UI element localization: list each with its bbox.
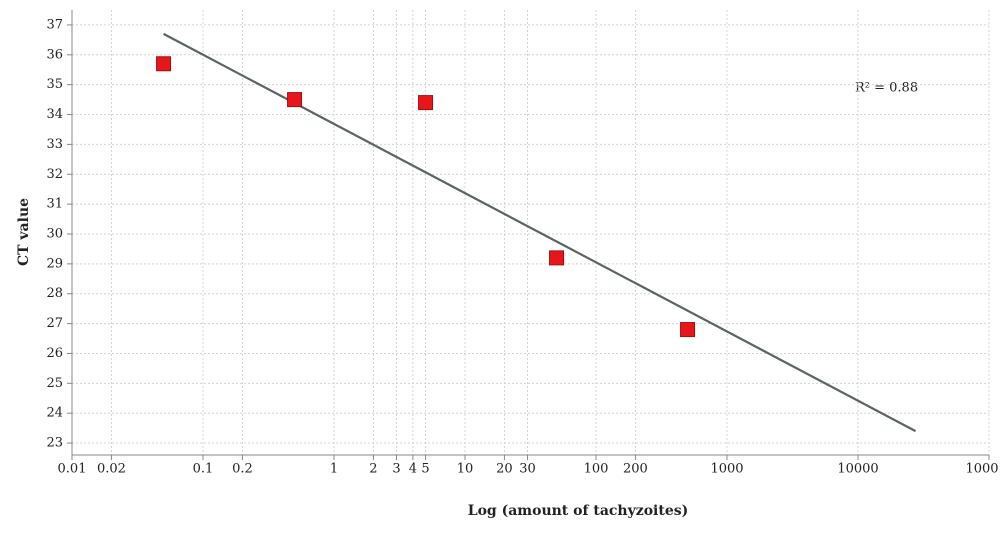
data-point [287,92,303,108]
x-tick-label: 200 [623,462,648,477]
annotation: R² = 0.88 [855,81,918,96]
y-tick-label: 37 [46,17,63,32]
data-point [549,250,565,266]
x-tick-label: 4 [409,462,417,477]
x-tick-label: 0.1 [193,462,214,477]
x-tick-label: 10000 [837,462,878,477]
x-tick-label: 1 [330,462,338,477]
y-tick-label: 36 [46,47,63,62]
y-tick-label: 35 [46,77,63,92]
data-point [680,322,696,338]
x-tick-label: 100 [584,462,609,477]
x-tick-label: 3 [392,462,400,477]
y-tick-label: 34 [46,107,63,122]
x-tick-label: 5 [421,462,429,477]
y-tick-label: 31 [46,197,63,212]
x-tick-label: 1000 [710,462,743,477]
x-tick-label: 0.2 [232,462,253,477]
x-tick-label: 10 [457,462,474,477]
y-tick-label: 32 [46,167,63,182]
x-tick-label: 1000 [965,462,998,477]
y-axis-title: CT value [16,198,32,266]
y-tick-label: 28 [46,286,63,301]
y-tick-label: 30 [46,226,63,241]
x-tick-label: 0.02 [97,462,126,477]
y-tick-label: 26 [46,346,63,361]
trendline [163,32,917,433]
x-tick-label: 2 [369,462,377,477]
x-tick-label: 20 [496,462,513,477]
y-tick-label: 33 [46,137,63,152]
y-tick-label: 29 [46,256,63,271]
data-point [156,56,172,72]
y-tick-label: 27 [46,316,63,331]
y-tick-label: 24 [46,406,63,421]
y-tick-label: 25 [46,376,63,391]
x-tick-label: 30 [519,462,536,477]
x-axis-title: Log (amount of tachyzoites) [468,503,689,519]
x-tick-label: 0.01 [58,462,87,477]
data-point [418,95,434,111]
y-tick-label: 23 [46,436,63,451]
